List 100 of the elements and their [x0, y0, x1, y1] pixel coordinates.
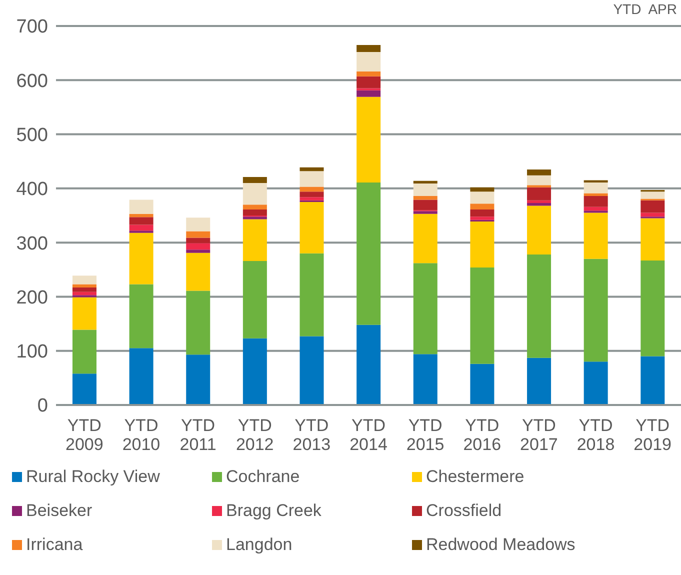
bar [356, 182, 381, 325]
bar [129, 224, 154, 231]
x-tick-label: YTD 2011 [180, 416, 216, 454]
x-tick-label: YTD 2013 [292, 416, 331, 454]
bar [470, 187, 494, 192]
bar [584, 212, 608, 259]
bar [186, 218, 210, 232]
bar [242, 219, 267, 261]
bar [300, 202, 324, 254]
y-tick-label: 400 [16, 179, 48, 200]
x-tick-label: YTD 2012 [236, 416, 274, 454]
bar [186, 238, 210, 244]
bar [413, 180, 438, 184]
bar [470, 192, 494, 204]
legend-label: Irricana [26, 535, 83, 555]
legend-label: Cochrane [226, 467, 300, 487]
bar [186, 290, 210, 355]
bar [186, 354, 210, 405]
bar [356, 324, 381, 405]
bar [300, 167, 324, 172]
bar [470, 216, 494, 220]
legend-label: Bragg Creek [226, 501, 322, 521]
bar [242, 216, 267, 220]
y-tick-label: 100 [16, 342, 48, 363]
bar [584, 193, 608, 196]
bar [186, 250, 210, 253]
legend-label: Beiseker [26, 501, 92, 521]
bar [242, 177, 267, 184]
bar [72, 330, 96, 374]
bar [470, 364, 494, 405]
x-tick-label: YTD 2009 [65, 416, 104, 454]
bar [72, 374, 96, 405]
x-tick-label: YTD 2017 [520, 416, 558, 454]
bar [584, 258, 608, 362]
bar [242, 183, 267, 205]
bar [640, 200, 665, 213]
bar [527, 200, 552, 204]
legend-label: Redwood Meadows [426, 535, 576, 555]
y-tick-label: 500 [16, 125, 48, 146]
y-tick-label: 700 [16, 16, 48, 38]
bar [300, 192, 324, 198]
bar [129, 214, 154, 218]
bar [470, 210, 494, 217]
y-tick-label: 200 [16, 287, 48, 308]
bar [72, 297, 96, 330]
bar [527, 187, 552, 200]
bar [527, 175, 552, 186]
bar [356, 90, 381, 97]
bar [242, 338, 267, 405]
bar [584, 362, 608, 405]
bar [186, 252, 210, 291]
bar [300, 336, 324, 405]
bar [242, 260, 267, 338]
bar [584, 196, 608, 207]
bar [640, 212, 665, 217]
bar [129, 284, 154, 348]
bar [584, 206, 608, 211]
bar [413, 354, 438, 405]
bar [356, 52, 381, 72]
bar [72, 292, 96, 296]
bar [356, 71, 381, 76]
bar [300, 197, 324, 200]
bar [470, 221, 494, 268]
chart-subtitle: YTD APR [613, 1, 677, 17]
bar [72, 284, 96, 288]
bar [413, 200, 438, 210]
bar [640, 218, 665, 260]
bar [356, 96, 381, 182]
bar [527, 203, 552, 206]
bar [413, 214, 438, 264]
x-tick-label: YTD 2019 [634, 416, 672, 454]
bar [72, 288, 96, 292]
bar [527, 254, 552, 358]
y-tick-label: 600 [16, 70, 48, 92]
bar [129, 200, 154, 214]
bar [470, 204, 494, 210]
bar [527, 358, 552, 405]
bar [72, 276, 96, 284]
bar [527, 169, 552, 176]
y-tick-label: 0 [37, 396, 48, 417]
y-tick-label: 300 [16, 233, 48, 254]
bar [413, 263, 438, 354]
bar [300, 171, 324, 187]
legend-label: Langdon [226, 535, 292, 555]
x-tick-label: YTD 2010 [122, 416, 160, 454]
bar [584, 182, 608, 194]
x-tick-label: YTD 2015 [406, 416, 444, 454]
bar [300, 186, 324, 192]
x-tick-label: YTD 2018 [576, 416, 615, 454]
bar [356, 44, 381, 52]
bar [242, 210, 267, 216]
bar [470, 267, 494, 364]
bar [356, 76, 381, 88]
bar [242, 204, 267, 210]
legend-label: Rural Rocky View [26, 467, 160, 487]
bar [129, 348, 154, 405]
bar [300, 253, 324, 336]
bar [413, 184, 438, 196]
bar [129, 232, 154, 284]
legend-label: Crossfield [426, 501, 502, 521]
